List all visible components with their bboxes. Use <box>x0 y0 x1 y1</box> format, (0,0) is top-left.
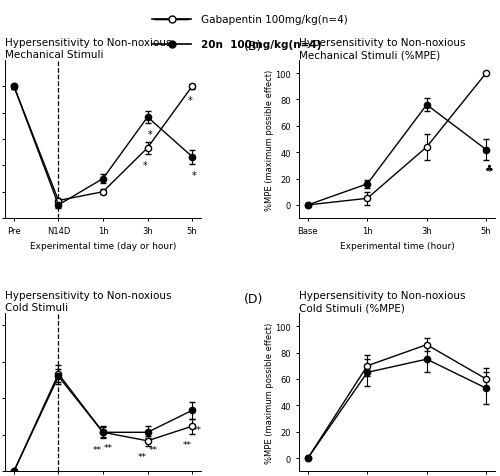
Text: Hypersensitivity to Non-noxious
Mechanical Stimuli: Hypersensitivity to Non-noxious Mechanic… <box>5 38 172 60</box>
Text: Hypersensitivity to Non-noxious
Mechanical Stimuli (%MPE): Hypersensitivity to Non-noxious Mechanic… <box>299 38 466 60</box>
Text: **: ** <box>93 445 102 454</box>
Y-axis label: %MPE (maximum possible effect): %MPE (maximum possible effect) <box>264 322 274 463</box>
Text: (B): (B) <box>244 40 262 53</box>
Text: *: * <box>188 96 192 106</box>
Text: (D): (D) <box>244 293 264 306</box>
X-axis label: Experimental time (hour): Experimental time (hour) <box>340 241 454 250</box>
Text: Gabapentin 100mg/kg(n=4): Gabapentin 100mg/kg(n=4) <box>201 15 348 25</box>
Text: ♣: ♣ <box>484 164 494 174</box>
Text: *: * <box>148 130 152 140</box>
Text: Hypersensitivity to Non-noxious
Cold Stimuli: Hypersensitivity to Non-noxious Cold Sti… <box>5 290 172 313</box>
Text: **: ** <box>193 426 202 434</box>
Text: 20n  100mg/kg(n=4): 20n 100mg/kg(n=4) <box>201 40 322 50</box>
Text: **: ** <box>182 440 191 449</box>
Text: **: ** <box>104 444 113 453</box>
Text: *: * <box>143 161 148 171</box>
X-axis label: Experimental time (day or hour): Experimental time (day or hour) <box>30 241 176 250</box>
Text: **: ** <box>138 452 146 461</box>
Text: Hypersensitivity to Non-noxious
Cold Stimuli (%MPE): Hypersensitivity to Non-noxious Cold Sti… <box>299 290 466 313</box>
Y-axis label: %MPE (maximum possible effect): %MPE (maximum possible effect) <box>264 69 274 210</box>
Text: **: ** <box>148 445 158 454</box>
Text: *: * <box>192 170 196 180</box>
